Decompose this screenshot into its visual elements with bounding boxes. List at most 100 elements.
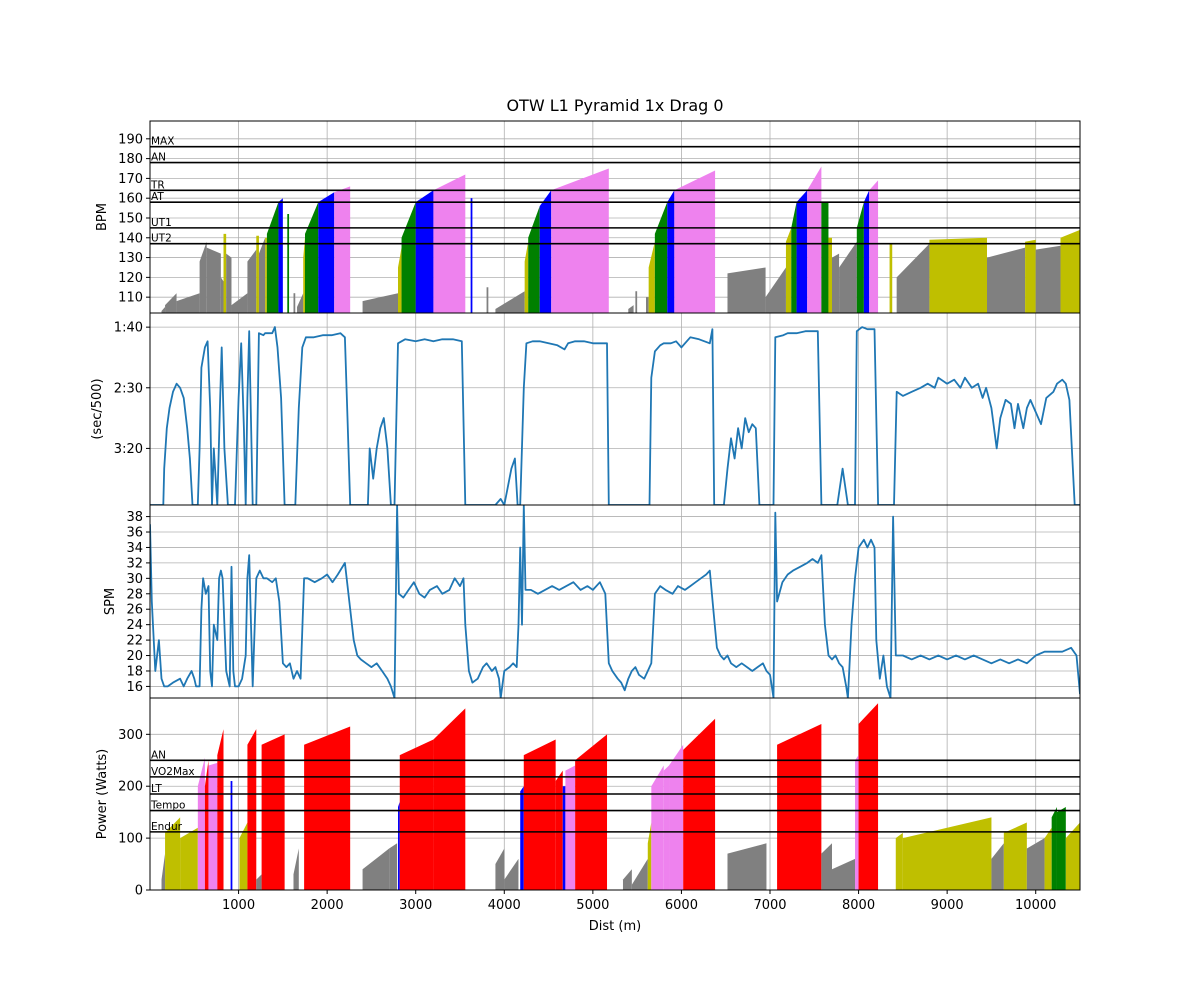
power-bar: [1056, 806, 1066, 890]
bpm-ytick-label: 170: [118, 172, 143, 187]
bpm-bar: [495, 291, 525, 313]
bpm-bar: [303, 237, 305, 313]
power-bar: [239, 822, 248, 890]
bpm-bar: [551, 168, 609, 313]
bpm-bar: [539, 190, 552, 313]
power-bar: [389, 843, 398, 890]
power-bar: [362, 848, 390, 890]
bpm-bar: [247, 249, 257, 313]
bpm-bar: [667, 190, 675, 313]
power-bar: [256, 874, 262, 890]
x-tick-label: 9000: [931, 898, 964, 913]
spm-ytick-label: 28: [126, 587, 143, 602]
bpm-ytick-label: 110: [118, 291, 143, 306]
bpm-bar: [470, 198, 473, 313]
power-bar: [197, 757, 205, 890]
bpm-ytick-label: 140: [118, 231, 143, 246]
power-bar: [855, 755, 859, 890]
power-bar: [727, 843, 767, 890]
power-bar: [651, 765, 664, 890]
x-axis-label: Dist (m): [589, 919, 641, 934]
bpm-zone-label: MAX: [151, 136, 174, 148]
bpm-bar: [318, 192, 335, 313]
bpm-ytick-label: 160: [118, 192, 143, 207]
bpm-ytick-label: 150: [118, 211, 143, 226]
power-bar: [631, 858, 648, 890]
x-tick-label: 7000: [753, 898, 786, 913]
spm-ytick-label: 38: [126, 510, 143, 525]
bpm-bar: [987, 247, 1026, 313]
power-zone-label: LT: [151, 783, 162, 795]
bpm-bar: [401, 202, 416, 313]
power-bar: [217, 729, 224, 890]
power-zone-label: Tempo: [150, 800, 185, 812]
power-bar: [208, 762, 218, 890]
power-bar: [622, 869, 632, 890]
power-ytick-label: 300: [118, 728, 143, 743]
bpm-bar: [176, 293, 200, 313]
power-bar: [204, 760, 209, 890]
pace-content: [150, 326, 1080, 505]
power-bar: [669, 744, 684, 890]
power-bar: [261, 734, 285, 890]
bpm-ytick-label: 120: [118, 271, 143, 286]
bpm-bar: [832, 253, 840, 313]
power-bar: [230, 781, 233, 890]
bpm-bar: [807, 166, 822, 313]
pace-line: [150, 326, 1080, 505]
spm-ytick-label: 36: [126, 526, 143, 541]
bpm-bar: [206, 247, 221, 313]
bpm-bar: [791, 202, 797, 313]
spm-y-axis-label: SPM: [103, 588, 118, 615]
power-bar: [520, 786, 524, 890]
power-bar: [575, 734, 608, 890]
bpm-bar: [165, 293, 177, 313]
power-frame: [149, 697, 1081, 891]
power-bar: [902, 817, 992, 890]
power-bar: [562, 786, 566, 890]
pace-y-axis-label: (sec/500): [90, 378, 105, 439]
bpm-y-axis-label: BPM: [95, 203, 110, 231]
power-bar: [832, 858, 856, 890]
bpm-bar: [220, 277, 224, 313]
power-y-axis-label: Power (Watts): [95, 749, 110, 840]
bpm-bar: [297, 293, 304, 313]
power-bar: [1026, 838, 1045, 890]
bpm-bar: [199, 241, 207, 313]
pace-ytick-label: 2:30: [114, 381, 143, 396]
power-bar: [858, 703, 879, 890]
power-bar: [398, 801, 400, 890]
bpm-bar: [929, 237, 987, 313]
bpm-bar: [856, 202, 864, 313]
bpm-ytick-label: 130: [118, 251, 143, 266]
spm-ytick-label: 30: [126, 572, 143, 587]
power-bar: [293, 848, 299, 890]
bpm-bar: [266, 202, 279, 313]
bpm-bar: [635, 291, 638, 313]
bpm-zone-label: UT1: [151, 217, 172, 229]
power-bar: [399, 739, 434, 890]
x-tick-label: 2000: [311, 898, 344, 913]
power-ytick-label: 0: [135, 884, 143, 899]
bpm-zone-label: AT: [151, 191, 164, 203]
bpm-bar: [231, 293, 248, 313]
power-bar: [247, 729, 257, 890]
bpm-bar: [161, 307, 166, 313]
x-tick-label: 8000: [842, 898, 875, 913]
pace-ytick-label: 3:20: [114, 442, 143, 457]
bpm-bar: [869, 180, 879, 313]
bpm-bar: [648, 241, 655, 313]
power-bar: [647, 822, 652, 890]
x-tick-label: 3000: [399, 898, 432, 913]
bpm-bar: [796, 190, 808, 313]
power-zone-label: Endur: [151, 821, 183, 833]
power-bar: [821, 843, 832, 890]
x-tick-label: 10000: [1015, 898, 1056, 913]
power-bar: [495, 848, 505, 890]
x-tick-label: 6000: [665, 898, 698, 913]
chart-title: OTW L1 Pyramid 1x Drag 0: [506, 96, 723, 115]
bpm-bar: [265, 237, 267, 313]
bpm-bar: [1035, 245, 1061, 313]
